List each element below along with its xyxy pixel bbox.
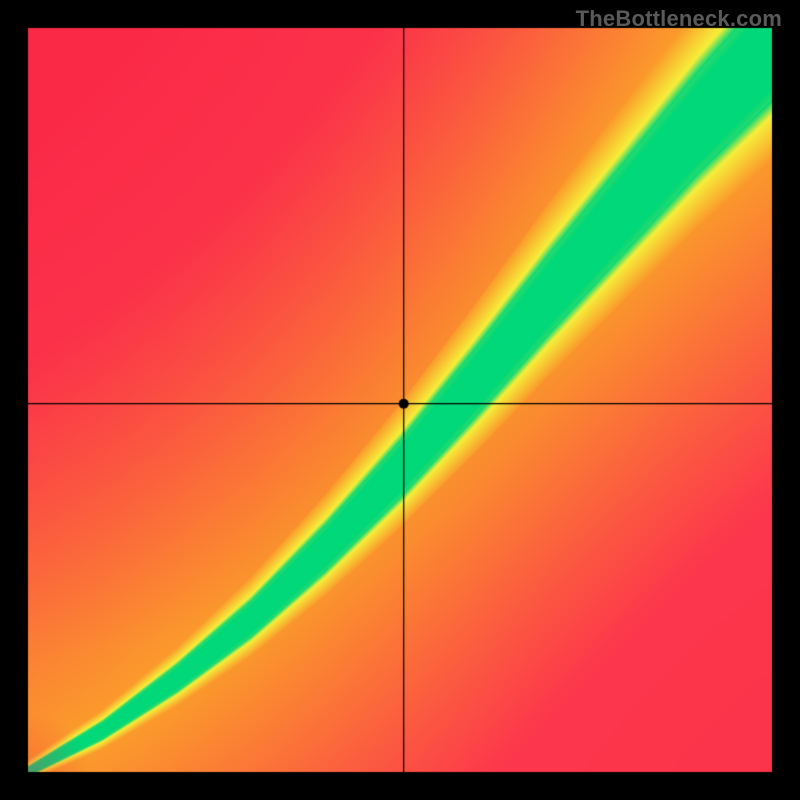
watermark-text: TheBottleneck.com bbox=[576, 6, 782, 32]
heatmap-canvas bbox=[0, 0, 800, 800]
chart-container: TheBottleneck.com bbox=[0, 0, 800, 800]
